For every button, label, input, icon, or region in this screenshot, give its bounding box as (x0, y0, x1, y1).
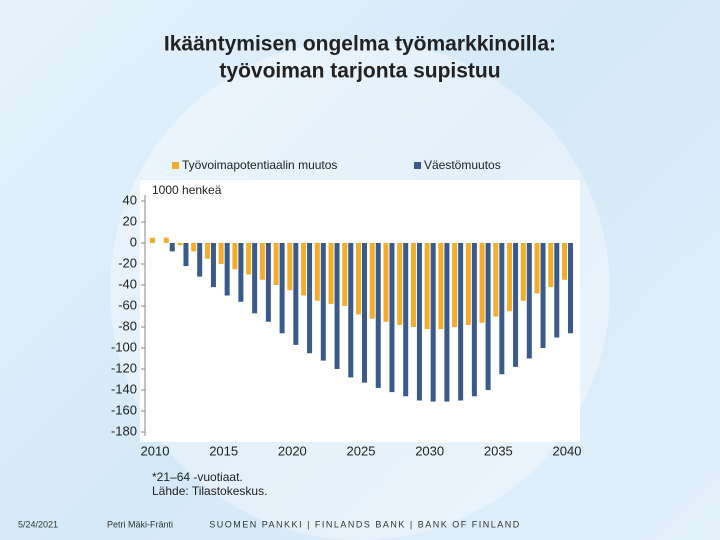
y-tick-label: -120 (111, 360, 137, 375)
y-tick-label: -140 (111, 381, 137, 396)
x-tick-label: 2010 (141, 443, 170, 458)
bar (479, 243, 485, 323)
y-tick-label: -40 (118, 276, 137, 291)
bar (403, 243, 409, 397)
bar (314, 243, 320, 301)
y-tick-label: 40 (123, 192, 137, 207)
footer-org: SUOMEN PANKKI | FINLANDS BANK | BANK OF … (209, 519, 521, 529)
note: Lähde: Tilastokeskus. (152, 484, 267, 498)
x-tick-label: 2030 (415, 443, 444, 458)
legend-label: Väestömuutos (424, 158, 501, 172)
bar (342, 243, 348, 306)
bar (191, 243, 197, 252)
bar (348, 243, 354, 378)
unit-label: 1000 henkeä (152, 183, 222, 197)
chart-title: Ikääntymisen ongelma työmarkkinoilla: (164, 33, 556, 56)
bar (197, 243, 203, 277)
y-tick-label: 0 (130, 234, 137, 249)
bar (513, 243, 519, 367)
note: *21–64 -vuotiaat. (152, 470, 243, 484)
bar (383, 243, 389, 322)
x-tick-label: 2025 (347, 443, 376, 458)
bar (465, 243, 471, 325)
chart-subtitle: työvoiman tarjonta supistuu (219, 60, 500, 83)
bar (259, 243, 265, 280)
bar (307, 243, 313, 354)
bar (177, 243, 183, 246)
x-tick-label: 2020 (278, 443, 307, 458)
footer-date: 5/24/2021 (18, 519, 58, 529)
y-tick-label: -180 (111, 423, 137, 438)
bar (210, 243, 216, 288)
x-tick-label: 2015 (209, 443, 238, 458)
y-tick-label: -160 (111, 402, 137, 417)
bar (150, 237, 155, 243)
bar (438, 243, 444, 330)
bar (320, 243, 326, 361)
bar (369, 243, 375, 319)
bar (410, 243, 416, 327)
bar (238, 243, 244, 302)
bar (520, 243, 526, 301)
bar (540, 243, 546, 348)
bar (279, 243, 285, 334)
bar (452, 243, 458, 327)
bar (287, 243, 293, 291)
bar (204, 243, 210, 259)
y-tick-label: -20 (118, 255, 137, 270)
bar (534, 243, 540, 294)
bar (471, 243, 477, 397)
x-tick-label: 2040 (553, 443, 582, 458)
bar (458, 243, 464, 401)
bar (265, 243, 271, 322)
bar (293, 243, 299, 345)
bar (218, 243, 224, 264)
bar (507, 243, 513, 312)
bar (273, 243, 279, 285)
bar (334, 243, 340, 369)
bar (485, 243, 491, 390)
bar (224, 243, 230, 296)
bar (562, 243, 567, 280)
legend-swatch (414, 162, 421, 169)
bar (375, 243, 381, 388)
bar (389, 243, 395, 393)
bar (356, 243, 361, 315)
x-tick-label: 2035 (484, 443, 513, 458)
bar (362, 243, 367, 383)
legend-swatch (172, 162, 179, 169)
bar (397, 243, 403, 325)
bar (424, 243, 430, 330)
bar (301, 243, 307, 296)
y-tick-label: -80 (118, 318, 137, 333)
legend-label: Työvoimapotentiaalin muutos (182, 158, 337, 172)
bar (246, 243, 252, 275)
y-tick-label: 20 (123, 213, 137, 228)
bar (444, 243, 450, 402)
bar (232, 243, 238, 270)
bar (328, 243, 334, 304)
y-tick-label: -60 (118, 297, 137, 312)
bar (183, 243, 189, 267)
bar (568, 243, 573, 334)
bar (499, 243, 505, 375)
footer-author: Petri Mäki-Fränti (107, 519, 173, 529)
y-tick-label: -100 (111, 339, 137, 354)
bar (430, 243, 436, 402)
bar (252, 243, 258, 314)
bar (526, 243, 532, 359)
bar (554, 243, 560, 338)
bar (163, 237, 169, 243)
bar (416, 243, 422, 401)
bar (548, 243, 554, 288)
bar (169, 243, 175, 252)
bar (493, 243, 499, 317)
